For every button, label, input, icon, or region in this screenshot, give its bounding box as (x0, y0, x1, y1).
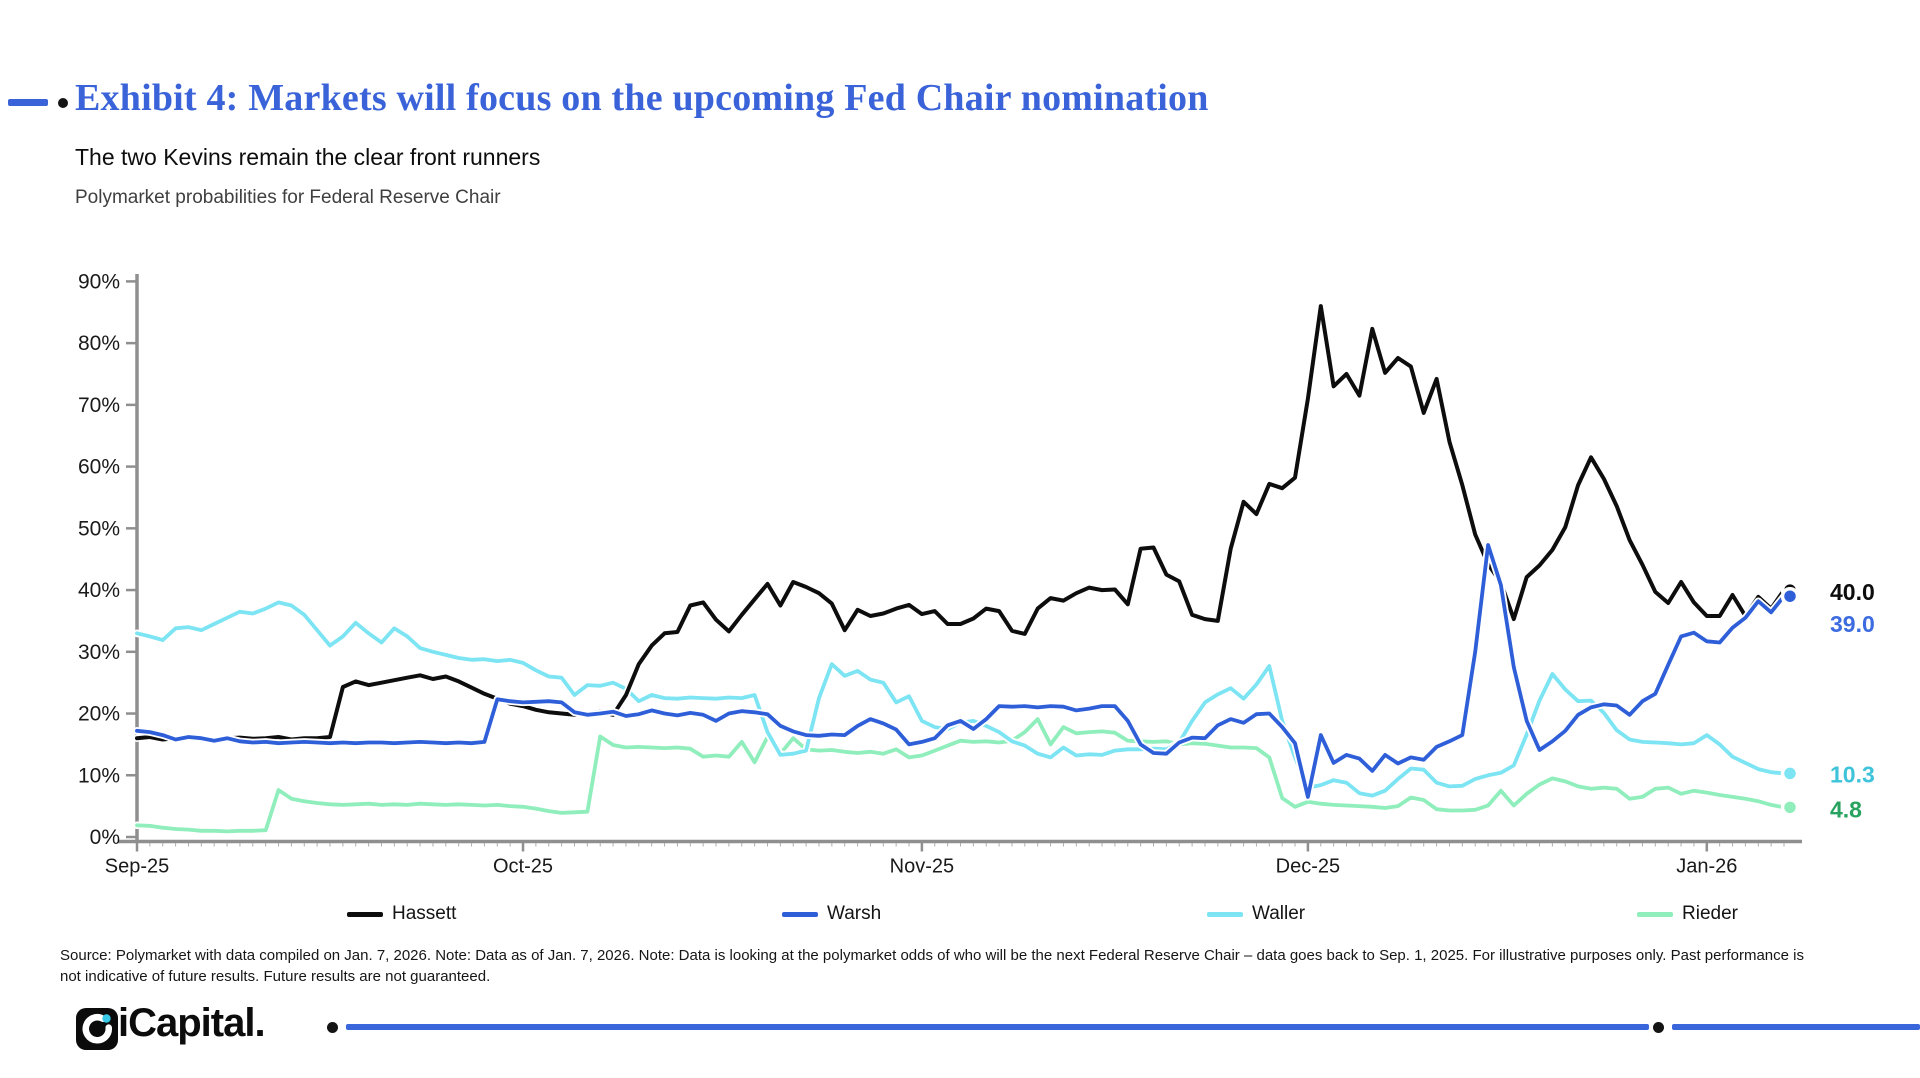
legend-swatch-rieder (1637, 911, 1673, 917)
y-axis-tick-label: 30% (78, 641, 120, 664)
legend-label-hassett: Hassett (392, 903, 457, 924)
y-axis-tick-label: 90% (78, 270, 120, 293)
legend-label-warsh: Warsh (827, 903, 882, 924)
exhibit-title: Exhibit 4: Markets will focus on the upc… (75, 77, 1209, 119)
rieder-end-marker (1780, 798, 1800, 817)
x-axis-tick-label: Oct-25 (493, 856, 553, 878)
warsh-end-marker (1780, 586, 1800, 606)
y-axis-tick-label: 60% (78, 456, 120, 479)
legend-item-warsh: Warsh (782, 899, 881, 929)
header-dot-decoration (58, 98, 68, 108)
y-axis-tick-label: 50% (78, 517, 120, 540)
y-axis-tick-label: 40% (78, 579, 120, 602)
x-axis-tick-label: Nov-25 (890, 856, 954, 878)
rieder-end-value-label: 4.8 (1830, 796, 1862, 822)
legend-item-waller: Waller (1207, 899, 1305, 929)
warsh-line-halo (133, 541, 1788, 801)
waller-end-marker (1780, 764, 1800, 783)
source-note: Source: Polymarket with data compiled on… (60, 946, 1920, 987)
chart-legend: Hassett Warsh Waller Rieder (0, 899, 1920, 933)
icapital-logo: iCapital. (60, 1000, 400, 1060)
rieder-line (135, 717, 1786, 834)
legend-label-rieder: Rieder (1682, 903, 1738, 924)
y-axis-tick-label: 80% (78, 332, 120, 355)
footer-rule-right (1672, 1024, 1920, 1030)
legend-swatch-warsh (782, 911, 818, 917)
waller-line-halo (133, 598, 1788, 800)
y-axis-tick-label: 10% (78, 764, 120, 787)
warsh-line (135, 543, 1786, 799)
x-axis-tick-label: Dec-25 (1276, 856, 1340, 878)
x-axis-tick-label: Sep-25 (105, 856, 170, 878)
chart-description: Polymarket probabilities for Federal Res… (75, 187, 501, 208)
legend-item-hassett: Hassett (347, 899, 456, 929)
legend-label-waller: Waller (1252, 903, 1306, 924)
waller-end-value-label: 10.3 (1830, 761, 1875, 787)
source-note-line-2: not indicative of future results. Future… (60, 967, 491, 985)
y-axis-tick-label: 0% (90, 826, 120, 849)
hassett-line (135, 304, 1786, 742)
footer-dot-decoration-right (1653, 1022, 1664, 1033)
hassett-end-value-label: 40.0 (1830, 579, 1875, 605)
source-note-line-1: Source: Polymarket with data compiled on… (60, 947, 1804, 964)
footer-rule-left (346, 1024, 1649, 1030)
x-axis-tick-label: Jan-26 (1676, 856, 1737, 878)
header-dash-decoration (8, 99, 48, 106)
icapital-wordmark: iCapital. (118, 1001, 266, 1045)
legend-swatch-waller (1207, 911, 1243, 917)
icapital-logo-icon (76, 1008, 118, 1050)
footer-dot-decoration-left (327, 1022, 338, 1033)
chart-subtitle: The two Kevins remain the clear front ru… (75, 144, 541, 170)
legend-swatch-hassett (347, 911, 383, 917)
warsh-end-value-label: 39.0 (1830, 611, 1875, 637)
legend-item-rieder: Rieder (1637, 899, 1738, 929)
y-axis-tick-label: 70% (78, 394, 120, 417)
hassett-line-halo (133, 302, 1788, 744)
y-axis-tick-label: 20% (78, 703, 120, 726)
